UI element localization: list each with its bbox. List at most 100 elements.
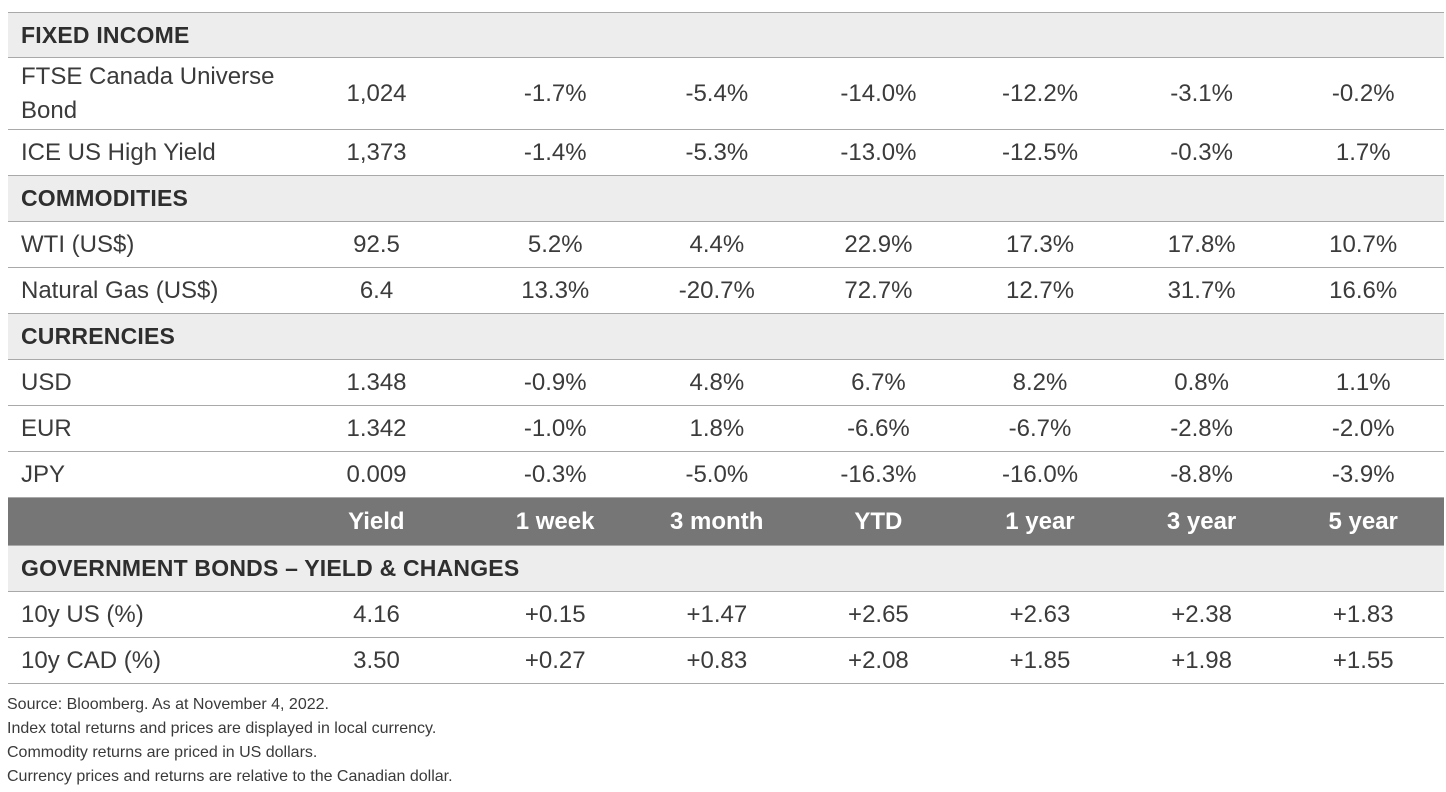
column-header-3-month: 3 month: [670, 507, 764, 535]
relative-currency-note: Currency prices and returns are relative…: [7, 768, 453, 785]
value-cell: -8.8%: [1170, 460, 1233, 488]
row-label: JPY: [21, 460, 66, 488]
section-title: COMMODITIES: [21, 185, 189, 211]
value-cell: -1.7%: [523, 79, 587, 107]
currency-note: Index total returns and prices are displ…: [7, 720, 437, 737]
value-cell: -3.9%: [1331, 460, 1395, 488]
value-cell: 8.2%: [1012, 368, 1068, 396]
value-cell: +0.27: [524, 646, 586, 674]
section-header-commodities: COMMODITIES: [8, 176, 1444, 222]
value-cell: 6.7%: [851, 368, 906, 396]
value-cell: +2.63: [1009, 600, 1071, 628]
row-label: 10y US (%): [21, 600, 144, 628]
section-header-fixed-income: FIXED INCOME: [8, 12, 1444, 58]
table-row: FTSE Canada Universe Bond 1,024 -1.7% -5…: [8, 58, 1444, 130]
value-cell: +0.15: [524, 600, 586, 628]
table-row: WTI (US$) 92.5 5.2% 4.4% 22.9% 17.3% 17.…: [8, 222, 1444, 268]
row-label: Natural Gas (US$): [21, 276, 219, 304]
value-cell: 4.4%: [689, 230, 745, 258]
value-cell: 1.7%: [1335, 138, 1391, 166]
column-header-yield: Yield: [348, 507, 405, 535]
value-cell: -2.0%: [1331, 414, 1395, 442]
value-cell: -1.4%: [523, 138, 587, 166]
value-cell: -12.2%: [1001, 79, 1079, 107]
column-header-1-week: 1 week: [515, 507, 595, 535]
section-title: GOVERNMENT BONDS – YIELD & CHANGES: [21, 555, 520, 581]
row-label: USD: [21, 368, 72, 396]
value-cell: +1.55: [1332, 646, 1394, 674]
column-header-row: Yield 1 week 3 month YTD 1 year 3 year 5…: [8, 498, 1444, 546]
table-row: Natural Gas (US$) 6.4 13.3% -20.7% 72.7%…: [8, 268, 1444, 314]
price-cell: 1,024: [346, 79, 407, 107]
value-cell: -6.6%: [847, 414, 910, 442]
yield-cell: 3.50: [353, 646, 400, 674]
value-cell: +1.85: [1009, 646, 1071, 674]
row-label: ICE US High Yield: [21, 138, 216, 166]
value-cell: 5.2%: [527, 230, 583, 258]
value-cell: 10.7%: [1329, 230, 1398, 258]
source-note: Source: Bloomberg. As at November 4, 202…: [7, 696, 329, 713]
value-cell: -16.0%: [1001, 460, 1079, 488]
table-row: 10y US (%) 4.16 +0.15 +1.47 +2.65 +2.63 …: [8, 592, 1444, 638]
value-cell: +1.83: [1332, 600, 1394, 628]
price-cell: 0.009: [346, 460, 407, 488]
column-header-3-year: 3 year: [1166, 507, 1237, 535]
value-cell: -13.0%: [840, 138, 917, 166]
value-cell: -6.7%: [1008, 414, 1072, 442]
section-header-currencies: CURRENCIES: [8, 314, 1444, 360]
price-cell: 92.5: [353, 230, 400, 258]
yield-cell: 4.16: [353, 600, 400, 628]
column-header-1-year: 1 year: [1005, 507, 1075, 535]
value-cell: 13.3%: [521, 276, 590, 304]
table-row: EUR 1.342 -1.0% 1.8% -6.6% -6.7% -2.8% -…: [8, 406, 1444, 452]
value-cell: +2.08: [848, 646, 909, 674]
footnotes: Source: Bloomberg. As at November 4, 202…: [7, 693, 453, 789]
value-cell: -2.8%: [1170, 414, 1233, 442]
row-label: EUR: [21, 414, 72, 442]
value-cell: 12.7%: [1005, 276, 1075, 304]
row-label: FTSE Canada Universe Bond: [21, 62, 275, 124]
value-cell: -3.1%: [1170, 79, 1233, 107]
value-cell: -5.3%: [685, 138, 749, 166]
value-cell: 72.7%: [844, 276, 913, 304]
value-cell: +2.38: [1171, 600, 1232, 628]
value-cell: -0.9%: [523, 368, 587, 396]
market-data-table: FIXED INCOME FTSE Canada Universe Bond 1…: [8, 12, 1444, 684]
value-cell: +0.83: [686, 646, 748, 674]
value-cell: -0.2%: [1331, 79, 1395, 107]
value-cell: 1.8%: [689, 414, 745, 442]
value-cell: 16.6%: [1329, 276, 1398, 304]
column-header-ytd: YTD: [854, 507, 903, 535]
price-cell: 6.4: [359, 276, 394, 304]
value-cell: 17.8%: [1167, 230, 1236, 258]
column-header-5-year: 5 year: [1328, 507, 1398, 535]
table-row: 10y CAD (%) 3.50 +0.27 +0.83 +2.08 +1.85…: [8, 638, 1444, 684]
value-cell: -20.7%: [678, 276, 755, 304]
row-label: WTI (US$): [21, 230, 135, 258]
value-cell: +2.65: [848, 600, 909, 628]
price-cell: 1,373: [346, 138, 407, 166]
value-cell: +1.98: [1171, 646, 1232, 674]
price-cell: 1.348: [346, 368, 407, 396]
value-cell: -1.0%: [523, 414, 587, 442]
value-cell: 4.8%: [689, 368, 745, 396]
section-header-government-bonds: GOVERNMENT BONDS – YIELD & CHANGES: [8, 546, 1444, 592]
value-cell: 22.9%: [844, 230, 913, 258]
value-cell: +1.47: [686, 600, 748, 628]
value-cell: -12.5%: [1001, 138, 1079, 166]
table-row: USD 1.348 -0.9% 4.8% 6.7% 8.2% 0.8% 1.1%: [8, 360, 1444, 406]
value-cell: -0.3%: [523, 460, 587, 488]
row-label: 10y CAD (%): [21, 646, 162, 674]
value-cell: 17.3%: [1005, 230, 1075, 258]
table-row: ICE US High Yield 1,373 -1.4% -5.3% -13.…: [8, 130, 1444, 176]
value-cell: -16.3%: [840, 460, 917, 488]
value-cell: -5.0%: [685, 460, 749, 488]
value-cell: 1.1%: [1335, 368, 1391, 396]
value-cell: 0.8%: [1174, 368, 1229, 396]
price-cell: 1.342: [346, 414, 407, 442]
value-cell: -5.4%: [685, 79, 749, 107]
value-cell: -14.0%: [840, 79, 917, 107]
section-title: FIXED INCOME: [21, 21, 190, 48]
commodity-note: Commodity returns are priced in US dolla…: [7, 744, 318, 761]
value-cell: 31.7%: [1167, 276, 1236, 304]
